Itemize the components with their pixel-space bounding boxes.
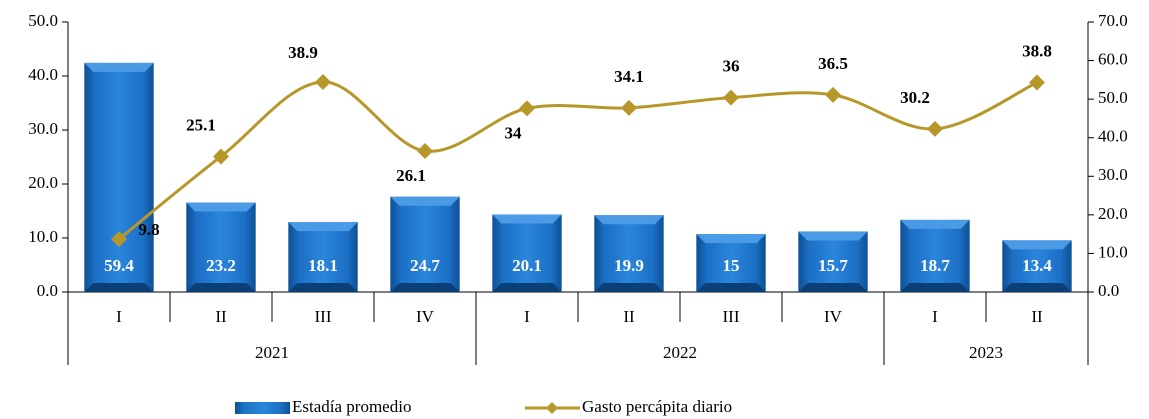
line [118, 80, 1038, 241]
bar-bevel [900, 283, 970, 292]
bar-bevel [84, 62, 154, 72]
bar-value-label: 19.9 [614, 256, 644, 275]
line-marker [111, 231, 127, 248]
group-label: 2023 [969, 343, 1003, 362]
bar-value-label: 15 [723, 256, 740, 275]
x-tick-label: I [116, 307, 122, 326]
x-tick-label: IV [416, 307, 435, 326]
x-tick-label: I [524, 307, 530, 326]
line-marker [621, 99, 637, 116]
bar-value-label: 59.4 [104, 256, 134, 275]
line-value-label: 25.1 [186, 115, 216, 134]
bar-value-label: 23.2 [206, 256, 236, 275]
group-label: 2022 [663, 343, 697, 362]
line-value-label: 38.9 [288, 43, 318, 62]
bar-bevel [186, 202, 256, 212]
bar-value-label: 18.7 [920, 256, 950, 275]
y2-tick-label: 0.0 [1098, 281, 1119, 300]
legend-label: Estadía promedio [292, 397, 411, 416]
bar-bevel [798, 231, 868, 241]
bar-bevel [492, 283, 562, 292]
line-value-label: 30.2 [900, 88, 930, 107]
bar [186, 202, 256, 292]
legend-marker [546, 402, 558, 414]
line-value-label: 38.8 [1022, 41, 1052, 60]
y-tick-label: 20.0 [28, 173, 58, 192]
bar-value-label: 15.7 [818, 256, 848, 275]
x-tick-label: II [623, 307, 635, 326]
legend-label: Gasto percápita diario [582, 397, 732, 416]
y2-tick-label: 50.0 [1098, 88, 1128, 107]
bar-value-label: 20.1 [512, 256, 542, 275]
bar-bevel [696, 234, 766, 244]
line-value-label: 36 [723, 57, 740, 76]
bar [390, 196, 460, 292]
line-value-label: 36.5 [818, 54, 848, 73]
y-tick-label: 30.0 [28, 119, 58, 138]
bar-bevel [288, 222, 358, 232]
y-tick-label: 40.0 [28, 65, 58, 84]
x-tick-label: IV [824, 307, 843, 326]
bar-bevel [1002, 283, 1072, 292]
line-marker [213, 148, 229, 165]
bar [798, 231, 868, 292]
line-marker [417, 143, 433, 160]
group-label: 2021 [255, 343, 289, 362]
line-marker [825, 86, 841, 103]
bar-bevel [594, 283, 664, 292]
bar [696, 234, 766, 292]
bar-value-label: 18.1 [308, 256, 338, 275]
line-value-label: 34.1 [614, 67, 644, 86]
y-tick-label: 50.0 [28, 11, 58, 30]
y2-tick-label: 60.0 [1098, 49, 1128, 68]
x-tick-label: II [1031, 307, 1043, 326]
x-tick-label: II [215, 307, 227, 326]
bar-bevel [900, 219, 970, 229]
bar-bevel [492, 214, 562, 224]
bar [594, 215, 664, 292]
bar-bevel [186, 283, 256, 292]
bar-bevel [696, 283, 766, 292]
bar-bevel [594, 215, 664, 225]
y2-tick-label: 40.0 [1098, 127, 1128, 146]
y2-tick-label: 10.0 [1098, 242, 1128, 261]
y2-tick-label: 30.0 [1098, 165, 1128, 184]
bar-value-label: 24.7 [410, 256, 440, 275]
bar-bevel [288, 283, 358, 292]
line-value-label: 34 [505, 123, 523, 142]
line-value-label: 9.8 [138, 220, 159, 239]
y-tick-label: 0.0 [37, 281, 58, 300]
y-tick-label: 10.0 [28, 227, 58, 246]
x-tick-label: III [315, 307, 332, 326]
legend-swatch [235, 402, 290, 414]
x-tick-label: I [932, 307, 938, 326]
line-value-label: 26.1 [396, 166, 426, 185]
bar-bevel [798, 283, 868, 292]
bar [900, 219, 970, 292]
line-marker [927, 120, 943, 137]
line-marker [519, 100, 535, 117]
line-marker [723, 89, 739, 106]
bar [84, 62, 154, 293]
bar [492, 214, 562, 292]
y2-tick-label: 20.0 [1098, 204, 1128, 223]
x-tick-label: III [723, 307, 740, 326]
y2-tick-label: 70.0 [1098, 11, 1128, 30]
bar-bevel [390, 196, 460, 206]
line-marker [1029, 74, 1045, 91]
line-marker [315, 73, 331, 90]
bar-value-label: 13.4 [1022, 256, 1052, 275]
bar-bevel [390, 283, 460, 292]
bar-bevel [1002, 240, 1072, 250]
bar [288, 222, 358, 292]
bar-bevel [84, 283, 154, 292]
